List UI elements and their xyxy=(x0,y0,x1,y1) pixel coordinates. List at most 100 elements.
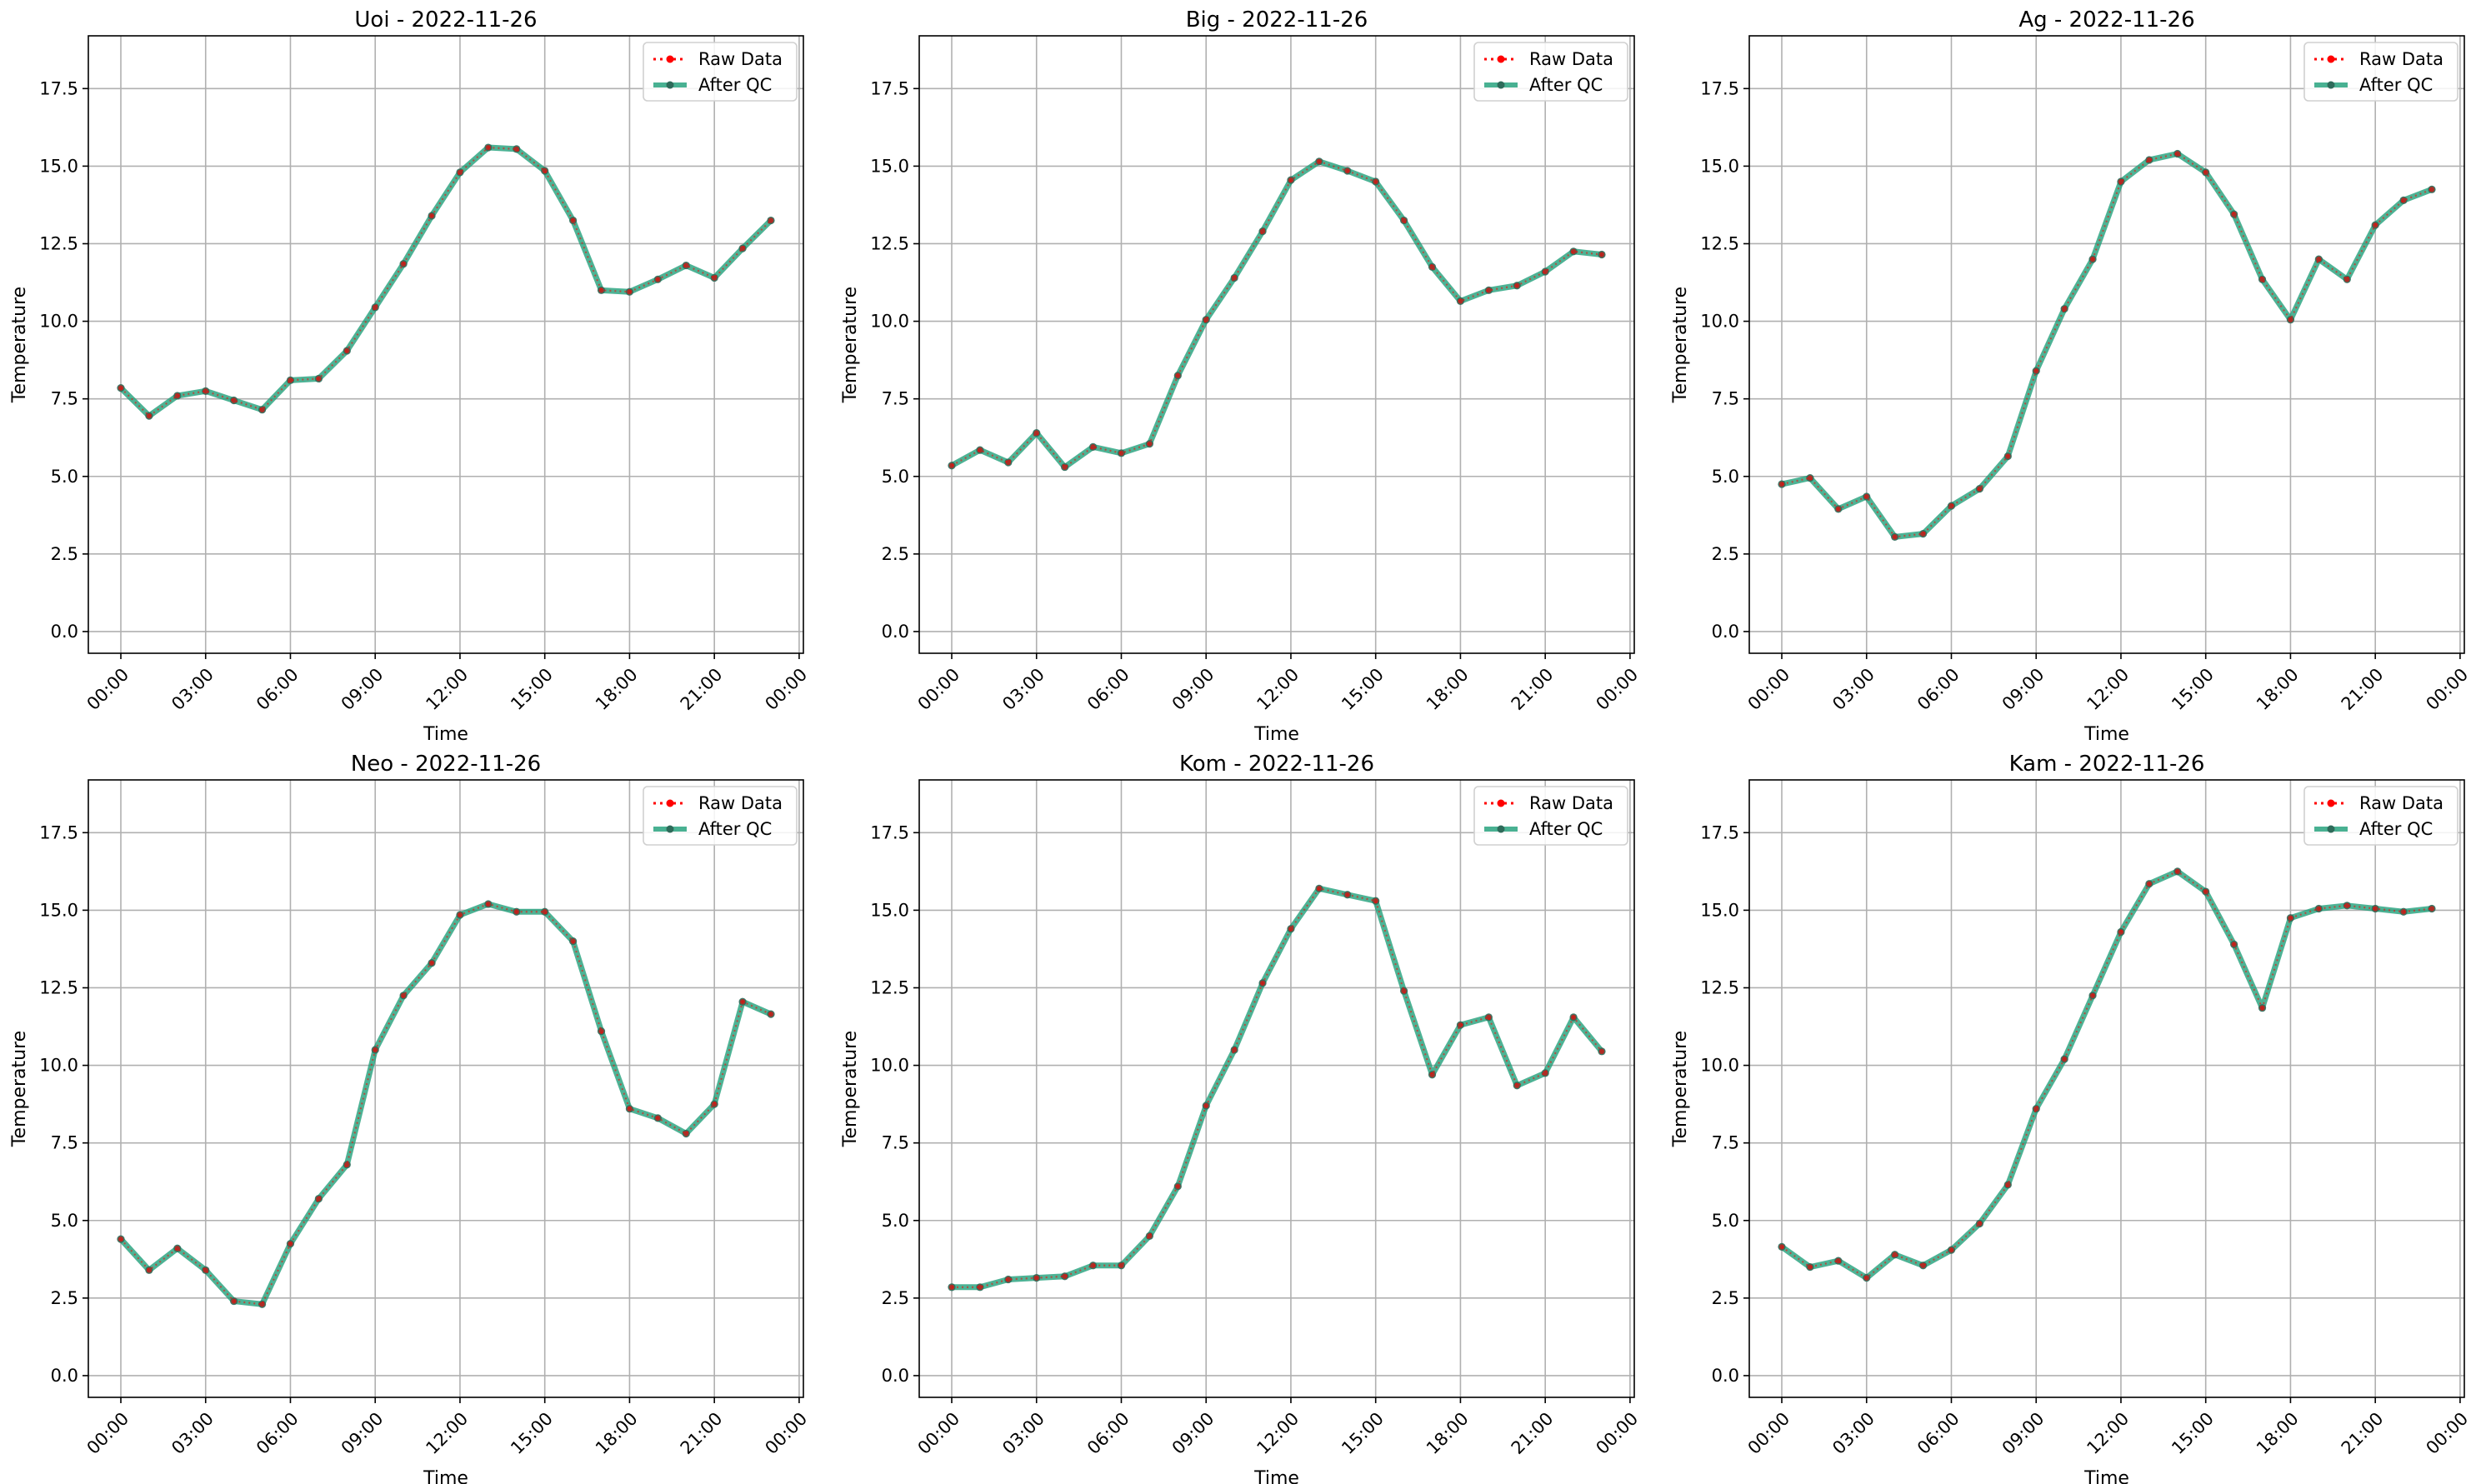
raw-data-point xyxy=(2089,256,2096,262)
y-tick-label: 10.0 xyxy=(870,1056,909,1076)
x-tick-label: 21:00 xyxy=(2338,664,2388,714)
x-axis-label: Time xyxy=(423,1468,468,1484)
x-tick-label: 06:00 xyxy=(1083,1408,1133,1458)
raw-data-point xyxy=(288,377,293,383)
y-tick-label: 10.0 xyxy=(39,312,78,332)
x-tick-label: 18:00 xyxy=(592,1408,642,1458)
legend-label-qc: After QC xyxy=(2359,819,2433,839)
legend: Raw Data After QC xyxy=(643,42,798,102)
y-tick-label: 17.5 xyxy=(1700,78,1739,98)
raw-data-point xyxy=(1542,1070,1548,1077)
raw-data-point xyxy=(1401,217,1407,223)
x-tick-label: 12:00 xyxy=(422,664,472,714)
x-tick-label: 06:00 xyxy=(253,664,303,714)
raw-data-point xyxy=(1977,486,1983,492)
y-tick-label: 7.5 xyxy=(882,1133,909,1153)
x-tick-label: 00:00 xyxy=(83,664,133,714)
gridlines xyxy=(1749,36,2464,653)
x-tick-label: 09:00 xyxy=(338,1408,388,1458)
raw-data-point xyxy=(598,287,604,293)
raw-data-point xyxy=(1090,1262,1096,1268)
raw-data-point xyxy=(231,397,237,403)
raw-data-point xyxy=(2203,169,2208,176)
raw-data-point xyxy=(2428,187,2435,192)
gridlines xyxy=(88,36,803,653)
raw-data-point xyxy=(739,999,746,1005)
y-tick-label: 2.5 xyxy=(51,544,78,564)
raw-data-point xyxy=(1090,444,1096,450)
x-tick-label: 00:00 xyxy=(1744,664,1794,714)
y-tick-label: 0.0 xyxy=(882,622,909,642)
y-tick-label: 17.5 xyxy=(1700,822,1739,842)
raw-data-point xyxy=(2316,906,2322,912)
y-tick-label: 5.0 xyxy=(1712,467,1739,487)
raw-data-point xyxy=(2061,306,2068,312)
x-tick-label: 15:00 xyxy=(1338,1408,1388,1458)
legend-label-qc: After QC xyxy=(1529,75,1603,95)
x-axis-label: Time xyxy=(2083,724,2129,745)
raw-data-point xyxy=(1344,167,1350,174)
raw-data-point xyxy=(344,347,350,354)
raw-data-point xyxy=(316,1196,322,1202)
raw-data-point xyxy=(2259,277,2265,282)
raw-data-point xyxy=(174,392,181,399)
gridlines xyxy=(919,780,1634,1397)
x-tick-label: 03:00 xyxy=(998,1408,1048,1458)
raw-data-point xyxy=(1778,481,1785,487)
raw-data-point xyxy=(655,277,661,282)
raw-data-point xyxy=(1344,892,1350,897)
axes-frame xyxy=(1748,779,2465,1398)
raw-data-point xyxy=(2118,929,2124,935)
raw-data-point xyxy=(428,960,435,966)
raw-data-point xyxy=(711,275,718,281)
legend-raw-marker xyxy=(666,55,674,63)
raw-data-point xyxy=(1062,464,1068,470)
raw-data-line xyxy=(1781,152,2433,538)
raw-data-point xyxy=(1458,298,1463,304)
chart-panel-1: 00:00 03:00 06:00 09:00 12:00 15:00 18:00 21:00… xyxy=(9,7,811,745)
raw-data-point xyxy=(1259,228,1266,234)
x-tick-label: 00:00 xyxy=(2422,1408,2472,1458)
x-tick-label: 15:00 xyxy=(507,664,557,714)
legend-raw-marker xyxy=(1497,55,1505,63)
raw-data-point xyxy=(513,146,519,152)
y-tick-label: 12.5 xyxy=(39,233,78,253)
chart-title: Kam - 2022-11-26 xyxy=(2009,752,2205,777)
y-tick-label: 10.0 xyxy=(1700,312,1739,332)
y-tick-label: 10.0 xyxy=(39,1056,78,1076)
raw-data-point xyxy=(2089,992,2096,998)
x-tick-label: 03:00 xyxy=(1828,664,1878,714)
legend-qc-marker xyxy=(666,825,674,833)
raw-data-point xyxy=(1062,1273,1068,1279)
x-tick-label: 12:00 xyxy=(1253,1408,1303,1458)
x-tick-label: 06:00 xyxy=(1083,664,1133,714)
raw-data-point xyxy=(683,1131,689,1137)
raw-data-point xyxy=(457,912,463,918)
y-tick-label: 15.0 xyxy=(39,900,78,920)
legend-qc-marker xyxy=(2327,825,2335,833)
raw-data-point xyxy=(2372,222,2378,228)
chart-panel-3: 00:00 03:00 06:00 09:00 12:00 15:00 18:00 21:00… xyxy=(1670,7,2472,745)
raw-data-point xyxy=(1835,506,1842,512)
raw-data-point xyxy=(373,1047,378,1053)
y-axis-label: Temperature xyxy=(9,287,30,403)
y-axis-label: Temperature xyxy=(840,287,861,403)
raw-data-point xyxy=(1977,1221,1983,1227)
raw-data-point xyxy=(1033,430,1039,436)
gridlines xyxy=(88,780,803,1397)
raw-data-point xyxy=(768,1011,774,1017)
raw-data-point xyxy=(2288,915,2293,921)
raw-data-point xyxy=(2146,881,2153,887)
y-tick-label: 0.0 xyxy=(1712,1366,1739,1386)
y-tick-label: 2.5 xyxy=(1712,544,1739,564)
x-tick-label: 00:00 xyxy=(83,1408,133,1458)
after-qc-line xyxy=(118,901,774,1307)
legend-label-qc: After QC xyxy=(1529,819,1603,839)
series-after-qc xyxy=(948,884,1606,1292)
raw-data-point xyxy=(1147,1233,1153,1239)
x-tick-label: 09:00 xyxy=(338,664,388,714)
after-qc-line xyxy=(1778,868,2435,1282)
y-tick-label: 5.0 xyxy=(882,467,909,487)
raw-data-point xyxy=(118,1236,124,1242)
